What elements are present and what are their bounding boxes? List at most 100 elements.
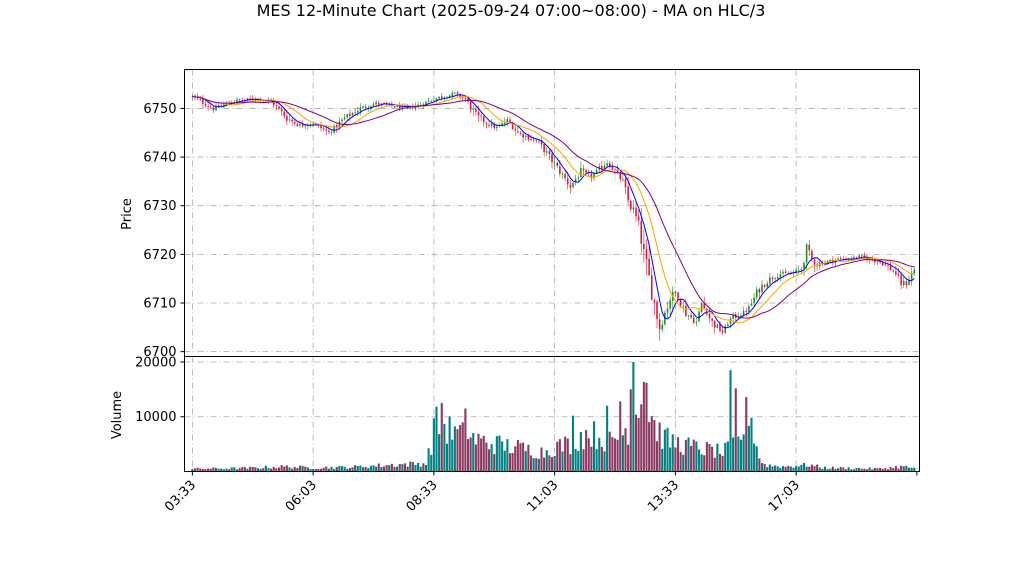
volume-bar	[301, 465, 304, 472]
volume-bar	[590, 446, 593, 472]
candle-body	[601, 166, 603, 169]
candle-body	[763, 285, 766, 287]
volume-bar	[304, 466, 307, 472]
candle-body	[876, 261, 879, 263]
volume-bar	[658, 422, 661, 472]
volume-bar	[879, 467, 882, 472]
candle-body	[724, 325, 727, 333]
candle-body	[572, 182, 574, 188]
candle-body	[396, 105, 398, 108]
candle-body	[866, 257, 868, 261]
candle-body	[433, 100, 435, 102]
volume-bar	[724, 442, 727, 472]
volume-bar	[671, 434, 674, 472]
volume-bar	[858, 467, 861, 472]
volume-bar	[312, 469, 315, 472]
volume-bar	[889, 466, 892, 472]
candle-body	[561, 173, 564, 175]
candle-body	[745, 311, 748, 313]
volume-bar	[627, 444, 630, 472]
price-tick-label: 6700	[143, 345, 176, 360]
price-tick-label: 6750	[143, 102, 176, 117]
candle-body	[503, 122, 506, 124]
candle-body	[853, 256, 855, 260]
candle-body	[291, 119, 293, 122]
candle-body	[517, 131, 519, 133]
candle-body	[556, 162, 559, 167]
volume-bar	[718, 453, 722, 472]
candle-body	[902, 280, 905, 286]
volume-bar	[619, 401, 622, 472]
volume-bar	[708, 444, 711, 472]
volume-bar	[577, 450, 580, 472]
candle-body	[740, 315, 742, 318]
volume-bar	[621, 435, 624, 472]
candle-body	[624, 178, 627, 188]
candle-body	[619, 171, 622, 180]
volume-bar	[351, 467, 354, 472]
candle-body	[293, 121, 296, 124]
volume-bar	[913, 467, 916, 472]
candle-body	[351, 113, 354, 116]
volume-bar	[448, 416, 451, 472]
x-tick-label: 03:33	[162, 478, 199, 515]
volume-bar	[270, 468, 273, 472]
volume-bar	[222, 469, 225, 472]
candle-body	[666, 308, 669, 313]
candle-body	[679, 299, 682, 306]
volume-bar	[256, 468, 260, 472]
x-tick-label: 13:33	[645, 478, 682, 515]
volume-bar	[204, 469, 207, 472]
volume-bar	[380, 466, 383, 472]
candle-body	[577, 177, 580, 179]
volume-bar	[191, 468, 194, 472]
candle-body	[892, 270, 895, 272]
volume-bar	[729, 370, 732, 472]
candle-body	[236, 99, 238, 103]
volume-bar	[427, 448, 430, 472]
volume-bar	[414, 464, 417, 472]
candle-body	[401, 105, 404, 109]
candle-body	[860, 255, 863, 257]
volume-bar	[598, 437, 601, 472]
candle-body	[430, 100, 433, 102]
volume-bar	[907, 467, 911, 472]
volume-bar	[543, 457, 546, 472]
candle-body	[364, 106, 367, 108]
volume-bar	[865, 469, 869, 472]
volume-bar	[640, 404, 643, 472]
candle-body	[910, 273, 913, 280]
volume-bar	[585, 430, 588, 472]
volume-bar	[655, 441, 659, 472]
volume-bar	[522, 442, 525, 472]
volume-bar	[666, 427, 669, 472]
volume-bar	[501, 441, 504, 472]
candle-body	[375, 102, 377, 105]
volume-bar	[829, 468, 832, 472]
candle-body	[485, 122, 488, 125]
candle-body	[254, 99, 257, 101]
candle-body	[829, 259, 832, 262]
volume-tick-label: 20000	[135, 355, 176, 370]
volume-bar	[472, 433, 475, 472]
volume-bar	[713, 457, 716, 472]
candle-body	[755, 289, 758, 298]
candle-body	[480, 115, 482, 117]
volume-bar	[495, 436, 498, 472]
volume-bar	[650, 416, 653, 472]
candle-body	[850, 259, 853, 260]
candle-body	[758, 289, 761, 293]
candle-body	[887, 265, 889, 267]
volume-bar	[648, 422, 651, 472]
volume-bar	[787, 465, 790, 472]
candle-body	[837, 258, 839, 260]
volume-bar	[343, 466, 346, 472]
volume-bar	[844, 469, 848, 472]
volume-bar	[527, 444, 530, 472]
volume-bar	[537, 458, 540, 472]
candle-body	[519, 133, 522, 135]
candle-body	[650, 275, 653, 300]
candle-body	[262, 100, 265, 102]
volume-bar	[275, 468, 278, 472]
candle-body	[790, 273, 792, 275]
